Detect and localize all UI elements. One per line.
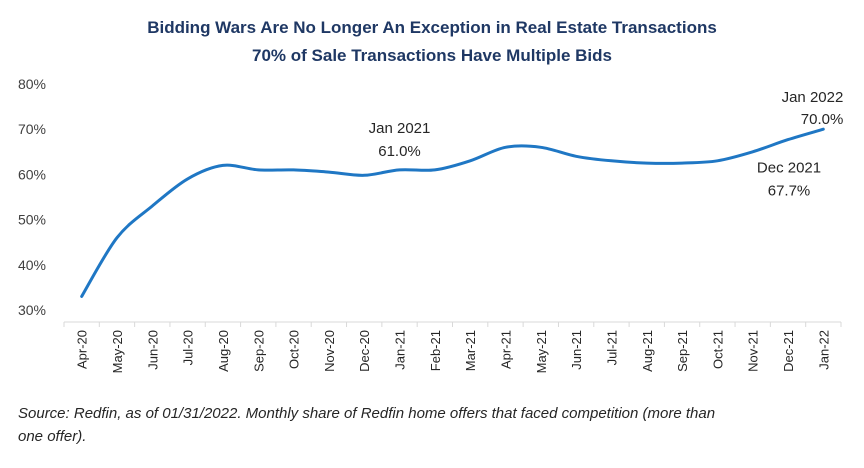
x-tick-label: Mar-21 <box>463 330 478 371</box>
x-tick-label: Jan-21 <box>393 330 408 370</box>
x-tick-label: Oct-21 <box>710 330 725 369</box>
x-tick-label: Apr-21 <box>498 330 513 369</box>
x-tick-label: Jul-20 <box>181 330 196 365</box>
x-tick-label: Jun-20 <box>145 330 160 370</box>
x-tick-label: Nov-21 <box>746 330 761 372</box>
x-tick-label: Sep-20 <box>251 330 266 372</box>
x-tick-label: Aug-21 <box>640 330 655 372</box>
data-label-date: Jan 2021 <box>369 120 431 137</box>
x-axis: Apr-20 May-20 Jun-20 Jul-20 Aug-20 Sep-20 Oct-… <box>63 322 842 373</box>
x-tick-label: Jan-22 <box>816 330 831 370</box>
x-tick-label: Jul-21 <box>604 330 619 365</box>
series-group <box>80 127 825 298</box>
annotations: Jan 2021 61.0% Dec 2021 67.7% Jan 2022 70.0% <box>369 89 844 199</box>
data-label-date: Jan 2022 <box>782 89 844 106</box>
data-label-value: 70.0% <box>801 111 844 128</box>
data-label-value: 67.7% <box>768 183 811 200</box>
x-tick-label: Feb-21 <box>428 330 443 371</box>
x-tick-label: Sep-21 <box>675 330 690 372</box>
y-tick-label: 40% <box>18 257 46 273</box>
y-axis: 30% 40% 50% 60% 70% 80% <box>18 76 46 318</box>
x-tick-label: Aug-20 <box>216 330 231 372</box>
x-tick-label: Dec-21 <box>781 330 796 372</box>
y-tick-label: 80% <box>18 76 46 92</box>
x-tick-label: May-21 <box>534 330 549 373</box>
x-tick-label: Jun-21 <box>569 330 584 370</box>
x-tick-label: Dec-20 <box>357 330 372 372</box>
y-tick-label: 50% <box>18 212 46 228</box>
y-tick-label: 70% <box>18 121 46 137</box>
source-note-line-2: one offer). <box>18 428 86 445</box>
y-tick-label: 30% <box>18 302 46 318</box>
x-tick-label: Nov-20 <box>322 330 337 372</box>
y-tick-label: 60% <box>18 166 46 182</box>
series-line <box>80 127 825 298</box>
x-tick-label: Apr-20 <box>75 330 90 369</box>
chart-title: Bidding Wars Are No Longer An Exception … <box>147 18 717 37</box>
data-label-date: Dec 2021 <box>757 160 821 177</box>
x-tick-label: May-20 <box>110 330 125 373</box>
x-tick-label: Oct-20 <box>287 330 302 369</box>
data-label-value: 61.0% <box>378 143 421 160</box>
source-note-line-1: Source: Redfin, as of 01/31/2022. Monthl… <box>18 405 715 422</box>
chart-subtitle: 70% of Sale Transactions Have Multiple B… <box>252 46 612 65</box>
